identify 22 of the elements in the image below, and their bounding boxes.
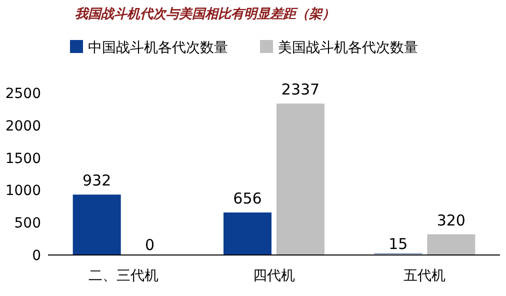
data-label: 0	[145, 236, 155, 254]
chart-title: 我国战斗机代次与美国相比有明显差距（架）	[75, 6, 335, 22]
y-tick-label: 1500	[5, 150, 41, 167]
bar	[224, 212, 272, 255]
y-tick-label: 2500	[5, 86, 41, 102]
y-tick-label: 1000	[5, 183, 41, 200]
bar	[276, 104, 324, 255]
bar	[72, 194, 121, 255]
data-label: 15	[388, 235, 408, 254]
bar	[427, 234, 476, 255]
legend-label: 中国战斗机各代次数量	[88, 40, 228, 56]
x-tick-label: 四代机	[253, 268, 295, 284]
y-tick-label: 500	[14, 216, 41, 232]
data-label: 656	[233, 189, 262, 208]
data-label: 932	[82, 172, 112, 190]
legend-label: 美国战斗机各代次数量	[278, 40, 418, 56]
data-label: 2337	[281, 80, 320, 99]
y-tick-label: 2000	[5, 118, 41, 134]
x-tick-label: 五代机	[404, 268, 446, 284]
y-tick-label: 0	[32, 248, 41, 264]
data-label: 320	[436, 211, 466, 230]
x-tick-label: 二、三代机	[88, 268, 158, 284]
